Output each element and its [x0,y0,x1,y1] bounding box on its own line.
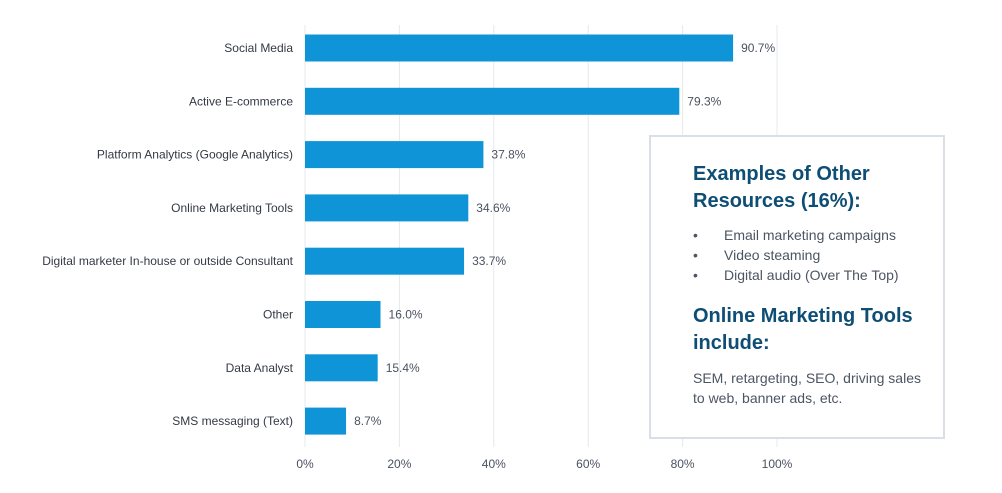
value-label: 15.4% [386,361,420,375]
category-label: Online Marketing Tools [171,201,293,215]
category-label: Platform Analytics (Google Analytics) [97,148,293,162]
list-item: • Video steaming [693,245,923,265]
category-label: Digital marketer In-house or outside Con… [42,254,293,268]
x-tick-label: 80% [671,457,695,471]
bar [305,301,381,328]
category-label: Social Media [224,41,293,55]
callout-heading-marketing-tools: Online Marketing Tools include: [693,305,913,354]
category-label: Other [263,308,293,322]
bullet-icon: • [693,247,698,263]
bar [305,141,484,169]
callout-body-text: SEM, retargeting, SEO, driving sales to … [693,370,921,406]
category-label: Data Analyst [226,361,294,375]
bar [305,194,469,222]
value-label: 37.8% [491,148,525,162]
category-label: Active E-commerce [189,94,293,108]
bar [305,34,734,62]
value-label: 90.7% [741,41,775,55]
category-label: SMS messaging (Text) [172,414,293,428]
bullet-icon: • [693,227,698,243]
bar [305,407,347,435]
bullet-icon: • [693,267,698,283]
value-label: 79.3% [687,94,721,108]
value-label: 33.7% [472,254,506,268]
callout-box: Examples of Other Resources (16%): • Ema… [649,135,945,439]
list-item-text: Email marketing campaigns [724,227,896,243]
x-tick-label: 60% [576,457,600,471]
callout-heading-other-resources: Examples of Other Resources (16%): [693,163,870,212]
x-tick-label: 40% [482,457,506,471]
value-label: 34.6% [476,201,510,215]
bar [305,354,378,382]
list-item-text: Video steaming [724,247,821,263]
x-tick-label: 20% [387,457,411,471]
list-item-text: Digital audio (Over The Top) [724,267,899,283]
value-label: 16.0% [389,308,423,322]
bar [305,87,680,115]
labels: 0% 20% 40% 60% 80% 100% Social Media 90.7% Activ… [42,41,792,471]
callout-bullet-list: • Email marketing campaigns • Video stea… [693,225,923,285]
x-tick-label: 100% [762,457,793,471]
bars [305,34,734,435]
value-label: 8.7% [354,414,382,428]
x-tick-label: 0% [296,457,314,471]
bar [305,247,465,275]
list-item: • Digital audio (Over The Top) [693,265,923,285]
list-item: • Email marketing campaigns [693,225,923,245]
